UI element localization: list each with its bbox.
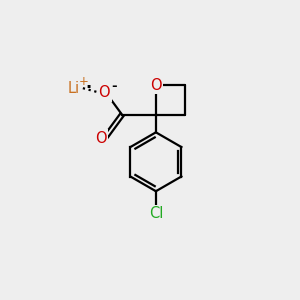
Text: ·: · <box>86 80 92 95</box>
Text: O: O <box>95 131 106 146</box>
Text: Cl: Cl <box>149 206 163 221</box>
Text: O: O <box>98 85 110 100</box>
Text: Li: Li <box>68 81 80 96</box>
Text: +: + <box>79 75 89 88</box>
Text: O: O <box>150 78 162 93</box>
Text: -: - <box>111 80 117 93</box>
